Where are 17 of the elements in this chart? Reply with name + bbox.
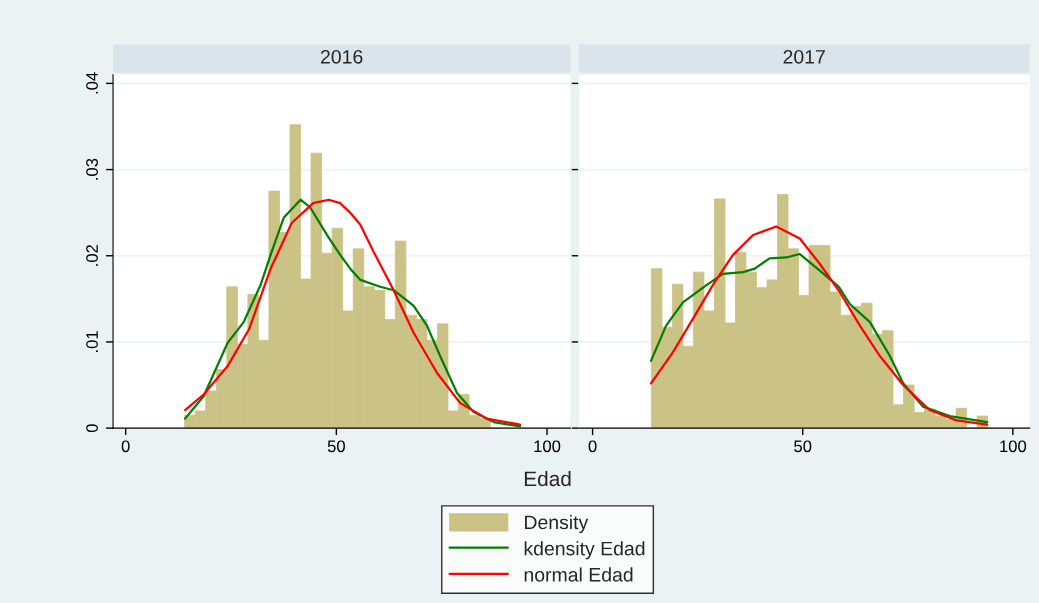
y-tick-label: .02 xyxy=(86,245,98,266)
y-tick-label: .03 xyxy=(86,158,98,180)
x-tick-label: 100 xyxy=(1000,440,1027,453)
x-axis-title: Edad xyxy=(524,470,571,487)
legend-label: Density xyxy=(525,514,589,534)
x-tick-label: 50 xyxy=(327,440,345,453)
chart-title: 2017 xyxy=(783,49,825,64)
chart-title: 2016 xyxy=(320,49,363,64)
x-tick-label: 100 xyxy=(534,440,561,453)
x-tick-label: 0 xyxy=(121,440,130,453)
legend-label: kdensity Edad xyxy=(524,541,645,560)
y-tick-label: .04 xyxy=(86,72,98,94)
legend-label: normal Edad xyxy=(524,567,633,582)
y-tick-label: .01 xyxy=(86,331,98,353)
x-tick-label: 0 xyxy=(588,440,597,453)
x-tick-label: 50 xyxy=(794,440,812,453)
y-tick-label: 0 xyxy=(86,424,98,433)
